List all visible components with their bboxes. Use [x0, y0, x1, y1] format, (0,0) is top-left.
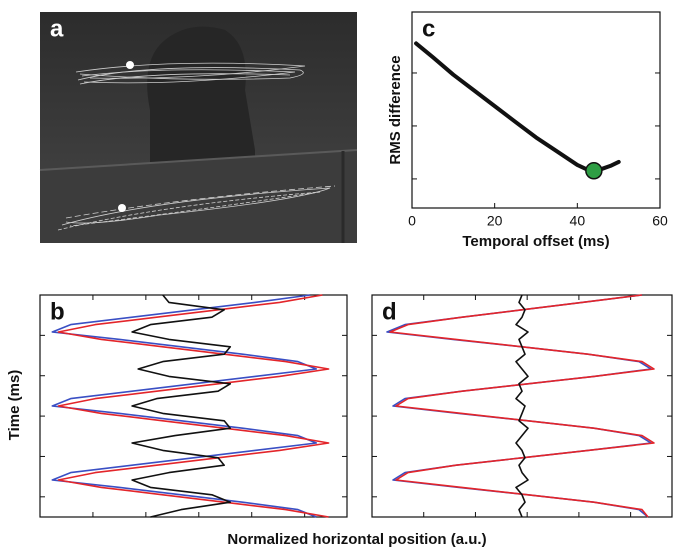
trace [131, 294, 232, 518]
x-axis-label: Normalized horizontal position (a.u.) [227, 531, 486, 548]
x-tick-label: 40 [570, 213, 586, 229]
x-axis-label: Temporal offset (ms) [462, 233, 609, 250]
line [414, 41, 621, 173]
trace [386, 294, 652, 518]
plot-frame [411, 11, 661, 209]
y-axis-label: RMS difference [387, 55, 404, 164]
panel-label: a [50, 15, 64, 42]
y-axis-label: Time (ms) [6, 370, 23, 441]
panel-label: d [382, 298, 397, 325]
panel-label: b [50, 298, 65, 325]
x-tick-label: 60 [652, 213, 668, 229]
photo [39, 12, 358, 243]
x-tick-label: 20 [487, 213, 503, 229]
trace [389, 294, 655, 518]
x-tick-label: 0 [408, 213, 416, 229]
plot-frame [39, 294, 348, 518]
trace [515, 294, 529, 518]
panel-label: c [422, 15, 435, 42]
marker [585, 162, 603, 180]
trace [51, 294, 318, 518]
trace [57, 294, 330, 518]
